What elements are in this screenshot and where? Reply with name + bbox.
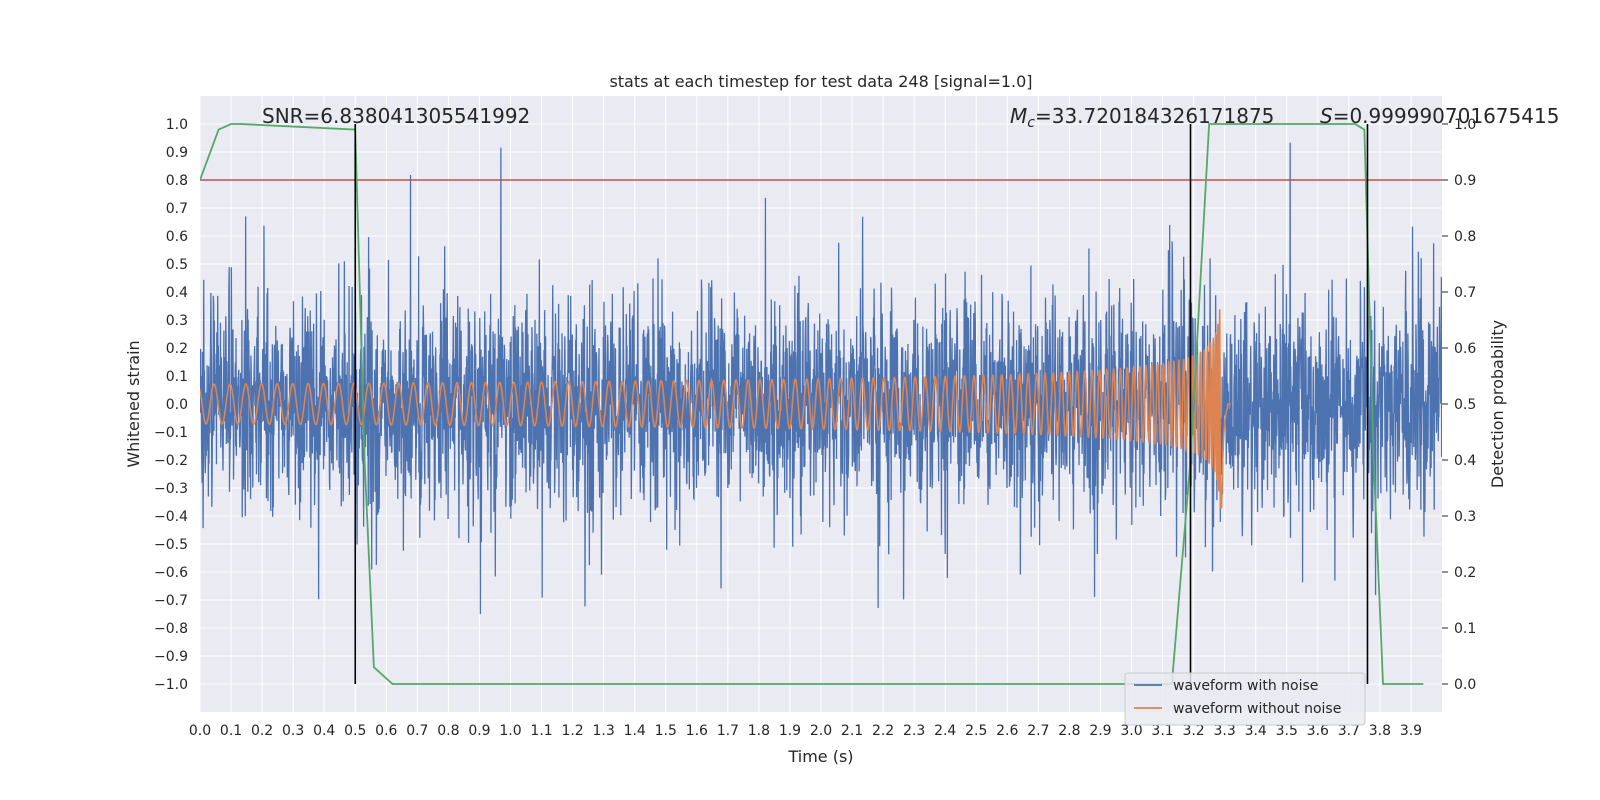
mc-subscript: c [1027, 115, 1035, 131]
x-tick-label: 2.7 [1027, 723, 1049, 739]
x-tick-label: 1.5 [655, 723, 677, 739]
x-tick-label: 2.8 [1058, 723, 1080, 739]
x-tick-label: 1.8 [748, 723, 770, 739]
legend-label-clean: waveform without noise [1173, 701, 1341, 717]
series-line-probability [200, 123, 1424, 685]
y-tick-label: 0.1 [166, 369, 188, 385]
y-tick-label: 0.8 [166, 173, 188, 189]
s-value: =0.999990701675415 [1333, 104, 1560, 128]
vertical-markers [354, 124, 1369, 684]
x-tick-label: 0.1 [220, 723, 242, 739]
y2-tick-label: 0.9 [1454, 173, 1476, 189]
x-tick-label: 1.4 [624, 723, 646, 739]
y-axis-ticks: 1.0 0.9 0.8 0.7 0.6 0.5 0.4 0.3 0.2 0.1 0.0 −0.1 −0.… [154, 117, 188, 693]
y2-tick-label: 0.3 [1454, 509, 1476, 525]
x-tick-label: 0.5 [344, 723, 366, 739]
x-tick-label: 1.6 [686, 723, 708, 739]
x-tick-label: 3.2 [1182, 723, 1204, 739]
y-tick-label: −0.9 [154, 649, 188, 665]
y2-axis-ticks: 1.0 0.9 0.8 0.7 0.6 0.5 0.4 0.3 0.2 0.1 0.0 [1442, 117, 1476, 693]
y-tick-label: −0.6 [154, 565, 188, 581]
x-tick-label: 0.7 [406, 723, 428, 739]
x-tick-label: 3.5 [1276, 723, 1298, 739]
x-tick-label: 1.1 [530, 723, 552, 739]
y-tick-label: −1.0 [154, 677, 188, 693]
legend-label-noise: waveform with noise [1173, 678, 1318, 694]
x-tick-label: 0.4 [313, 723, 335, 739]
x-tick-label: 1.2 [561, 723, 583, 739]
y-tick-label: 0.3 [166, 313, 188, 329]
x-tick-label: 3.6 [1307, 723, 1329, 739]
x-tick-label: 2.2 [872, 723, 894, 739]
x-tick-label: 3.1 [1151, 723, 1173, 739]
x-tick-label: 0.9 [468, 723, 490, 739]
y-tick-label: 0.6 [166, 229, 188, 245]
x-tick-label: 0.6 [375, 723, 397, 739]
x-tick-label: 3.3 [1214, 723, 1236, 739]
y-tick-label: 0.5 [166, 257, 188, 273]
x-tick-label: 0.8 [437, 723, 459, 739]
y2-tick-label: 0.8 [1454, 229, 1476, 245]
s-annotation: S=0.999990701675415 [1320, 104, 1559, 128]
x-tick-label: 3.4 [1245, 723, 1267, 739]
x-tick-label: 0.2 [251, 723, 273, 739]
y-tick-label: −0.1 [154, 425, 188, 441]
x-tick-label: 1.3 [593, 723, 615, 739]
x-tick-label: 3.7 [1338, 723, 1360, 739]
x-tick-label: 0.3 [282, 723, 304, 739]
x-tick-label: 3.8 [1369, 723, 1391, 739]
x-tick-label: 2.5 [965, 723, 987, 739]
snr-annotation: SNR=6.838041305541992 [262, 104, 530, 128]
y2-tick-label: 0.7 [1454, 285, 1476, 301]
x-tick-label: 3.9 [1400, 723, 1422, 739]
x-tick-label: 2.9 [1089, 723, 1111, 739]
x-tick-label: 1.0 [499, 723, 521, 739]
chart-title: stats at each timestep for test data 248… [609, 72, 1032, 91]
y-tick-label: 0.9 [166, 145, 188, 161]
x-tick-label: 2.0 [810, 723, 832, 739]
x-tick-label: 2.1 [841, 723, 863, 739]
x-tick-label: 3.0 [1120, 723, 1142, 739]
y2-tick-label: 0.0 [1454, 677, 1476, 693]
mc-value: =33.720184326171875 [1035, 104, 1274, 128]
y-tick-label: 0.4 [166, 285, 188, 301]
y-axis-label: Whitened strain [124, 340, 143, 467]
y-tick-label: −0.8 [154, 621, 188, 637]
y-tick-label: −0.7 [154, 593, 188, 609]
series-line-noise [200, 142, 1442, 615]
y-tick-label: 1.0 [166, 117, 188, 133]
x-tick-label: 2.4 [934, 723, 956, 739]
y-tick-label: −0.4 [154, 509, 188, 525]
x-tick-label: 2.6 [996, 723, 1018, 739]
x-tick-label: 0.0 [189, 723, 211, 739]
y-tick-label: 0.0 [166, 397, 188, 413]
y-tick-label: −0.2 [154, 453, 188, 469]
x-tick-label: 2.3 [903, 723, 925, 739]
legend: waveform with noise waveform without noi… [1124, 672, 1366, 726]
s-symbol: S [1320, 104, 1333, 128]
y2-axis-label: Detection probability [1488, 320, 1507, 488]
x-axis-label: Time (s) [787, 747, 853, 766]
y2-tick-label: 0.1 [1454, 621, 1476, 637]
y-tick-label: −0.3 [154, 481, 188, 497]
y2-tick-label: 0.5 [1454, 397, 1476, 413]
y2-tick-label: 0.4 [1454, 453, 1476, 469]
legend-box [1124, 672, 1366, 726]
x-axis-ticks: 0.0 0.1 0.2 0.3 0.4 0.5 0.6 0.7 0.8 0.9 1.0 1.1 1.2 1… [189, 723, 1422, 739]
y-tick-label: 0.7 [166, 201, 188, 217]
y2-tick-label: 1.0 [1454, 117, 1476, 133]
x-tick-label: 1.7 [717, 723, 739, 739]
y2-tick-label: 0.2 [1454, 565, 1476, 581]
mc-annotation: Mc=33.720184326171875 [1010, 104, 1274, 131]
x-tick-label: 1.9 [779, 723, 801, 739]
series-line-clean [200, 309, 1231, 509]
y-tick-label: −0.5 [154, 537, 188, 553]
plot-series [200, 123, 1442, 685]
y-tick-label: 0.2 [166, 341, 188, 357]
y2-tick-label: 0.6 [1454, 341, 1476, 357]
mc-symbol: M [1010, 104, 1027, 128]
